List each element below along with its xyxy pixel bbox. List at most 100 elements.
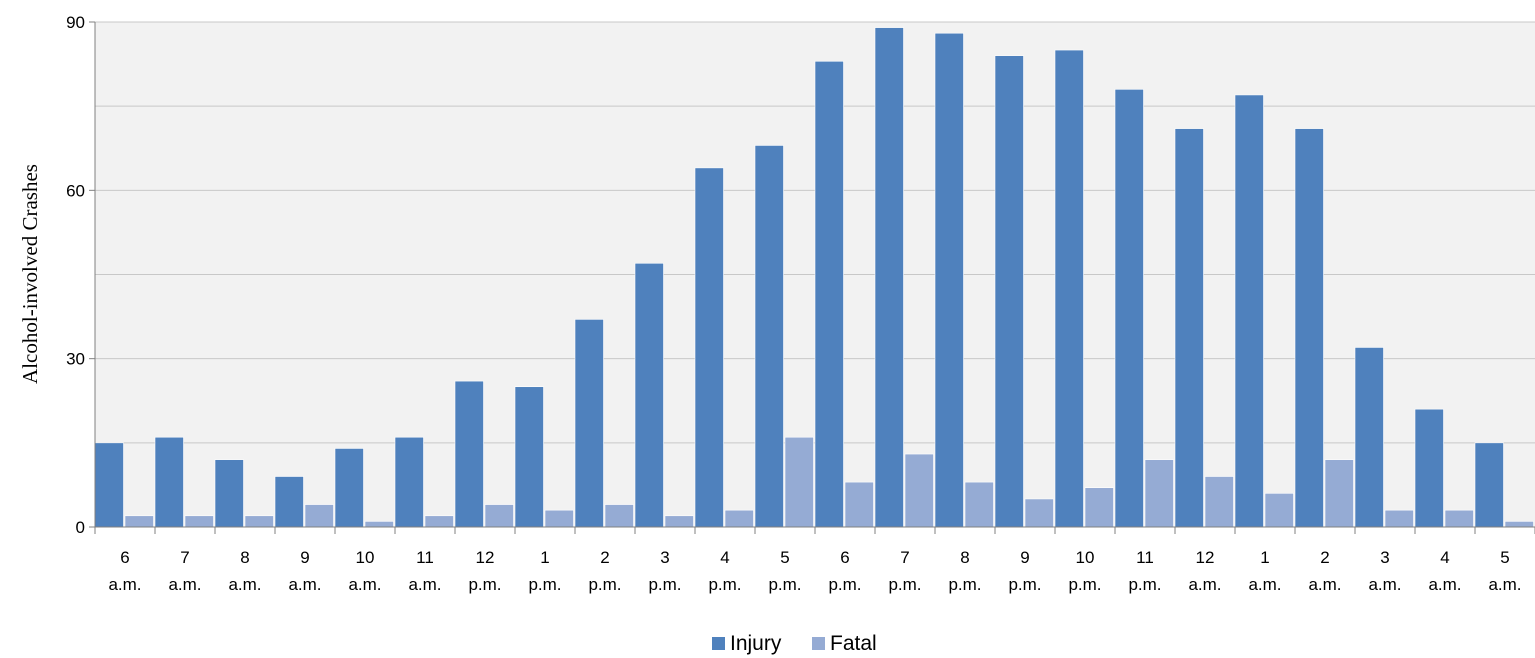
bar-fatal <box>1384 509 1414 528</box>
x-tick-period: p.m. <box>708 575 741 594</box>
x-tick-period: p.m. <box>528 575 561 594</box>
bar-injury <box>1174 128 1204 528</box>
x-tick-period: a.m. <box>228 575 261 594</box>
x-tick-hour: 2 <box>600 548 609 567</box>
y-axis-label: Alcohol-involved Crashes <box>18 164 42 384</box>
bar-fatal <box>424 515 454 528</box>
x-tick-hour: 11 <box>1136 548 1154 567</box>
x-tick-hour: 7 <box>180 548 189 567</box>
bar-injury <box>754 145 784 528</box>
bar-injury <box>1414 408 1444 528</box>
bar-fatal <box>964 481 994 528</box>
x-axis-ticks: 6a.m.7a.m.8a.m.9a.m.10a.m.11a.m.12p.m.1p… <box>94 527 1535 594</box>
x-tick-hour: 1 <box>1260 548 1269 567</box>
bars <box>94 27 1534 528</box>
x-tick-period: a.m. <box>1428 575 1461 594</box>
y-tick-label: 30 <box>66 350 85 369</box>
bar-fatal <box>1084 487 1114 528</box>
x-tick-hour: 4 <box>720 548 729 567</box>
x-tick-hour: 4 <box>1440 548 1449 567</box>
bar-fatal <box>1144 459 1174 528</box>
x-tick-period: p.m. <box>948 575 981 594</box>
bar-fatal <box>1204 476 1234 528</box>
bar-injury <box>94 442 124 528</box>
bar-injury <box>154 436 184 528</box>
x-tick-period: p.m. <box>888 575 921 594</box>
x-tick-hour: 11 <box>416 548 434 567</box>
y-tick-label: 0 <box>76 518 85 537</box>
x-tick-hour: 10 <box>356 548 375 567</box>
bar-injury <box>1354 347 1384 528</box>
x-tick-period: a.m. <box>1488 575 1521 594</box>
bar-fatal <box>1504 521 1534 528</box>
bar-injury <box>634 262 664 528</box>
bar-fatal <box>724 509 754 528</box>
x-tick-period: a.m. <box>408 575 441 594</box>
x-tick-period: a.m. <box>108 575 141 594</box>
bar-fatal <box>904 453 934 528</box>
bar-fatal <box>604 504 634 528</box>
bar-injury <box>874 27 904 528</box>
x-tick-period: a.m. <box>168 575 201 594</box>
bar-fatal <box>244 515 274 528</box>
x-tick-hour: 3 <box>660 548 669 567</box>
bar-fatal <box>304 504 334 528</box>
x-tick-period: p.m. <box>1008 575 1041 594</box>
bar-injury <box>514 386 544 528</box>
x-tick-period: p.m. <box>588 575 621 594</box>
bar-fatal <box>1024 498 1054 528</box>
bar-injury <box>574 319 604 528</box>
x-tick-hour: 6 <box>840 548 849 567</box>
bar-injury <box>454 380 484 528</box>
y-axis-ticks: 0 30 60 90 <box>66 13 95 537</box>
x-tick-period: p.m. <box>468 575 501 594</box>
bar-fatal <box>184 515 214 528</box>
x-tick-hour: 10 <box>1076 548 1095 567</box>
x-tick-hour: 1 <box>540 548 549 567</box>
x-tick-period: a.m. <box>1368 575 1401 594</box>
legend: Injury Fatal <box>712 632 877 655</box>
bar-injury <box>694 167 724 528</box>
x-tick-hour: 9 <box>300 548 309 567</box>
bar-fatal <box>784 436 814 528</box>
bar-injury <box>1474 442 1504 528</box>
x-tick-hour: 8 <box>240 548 249 567</box>
bar-fatal <box>484 504 514 528</box>
x-tick-hour: 12 <box>476 548 495 567</box>
x-tick-period: p.m. <box>1068 575 1101 594</box>
x-tick-period: p.m. <box>648 575 681 594</box>
bar-injury <box>1114 89 1144 528</box>
bar-injury <box>994 55 1024 528</box>
legend-label-fatal: Fatal <box>830 632 877 655</box>
x-tick-hour: 8 <box>960 548 969 567</box>
bar-injury <box>334 448 364 528</box>
bar-injury <box>214 459 244 528</box>
bar-fatal <box>664 515 694 528</box>
bar-fatal <box>1324 459 1354 528</box>
legend-label-injury: Injury <box>730 632 782 655</box>
x-tick-hour: 6 <box>120 548 129 567</box>
bar-injury <box>394 436 424 528</box>
y-tick-label: 90 <box>66 13 85 32</box>
bar-injury <box>1294 128 1324 528</box>
x-tick-period: a.m. <box>348 575 381 594</box>
x-tick-hour: 5 <box>780 548 789 567</box>
bar-fatal <box>1264 493 1294 528</box>
legend-swatch-fatal <box>812 637 825 650</box>
x-tick-period: a.m. <box>288 575 321 594</box>
bar-injury <box>814 60 844 528</box>
x-tick-hour: 7 <box>900 548 909 567</box>
x-tick-hour: 2 <box>1320 548 1329 567</box>
x-tick-hour: 9 <box>1020 548 1029 567</box>
bar-fatal <box>1444 509 1474 528</box>
bar-fatal <box>124 515 154 528</box>
bar-fatal <box>364 521 394 528</box>
bar-fatal <box>544 509 574 528</box>
x-tick-period: a.m. <box>1308 575 1341 594</box>
x-tick-period: p.m. <box>768 575 801 594</box>
x-tick-hour: 12 <box>1196 548 1215 567</box>
bar-injury <box>274 476 304 528</box>
y-tick-label: 60 <box>66 181 85 200</box>
x-tick-hour: 3 <box>1380 548 1389 567</box>
